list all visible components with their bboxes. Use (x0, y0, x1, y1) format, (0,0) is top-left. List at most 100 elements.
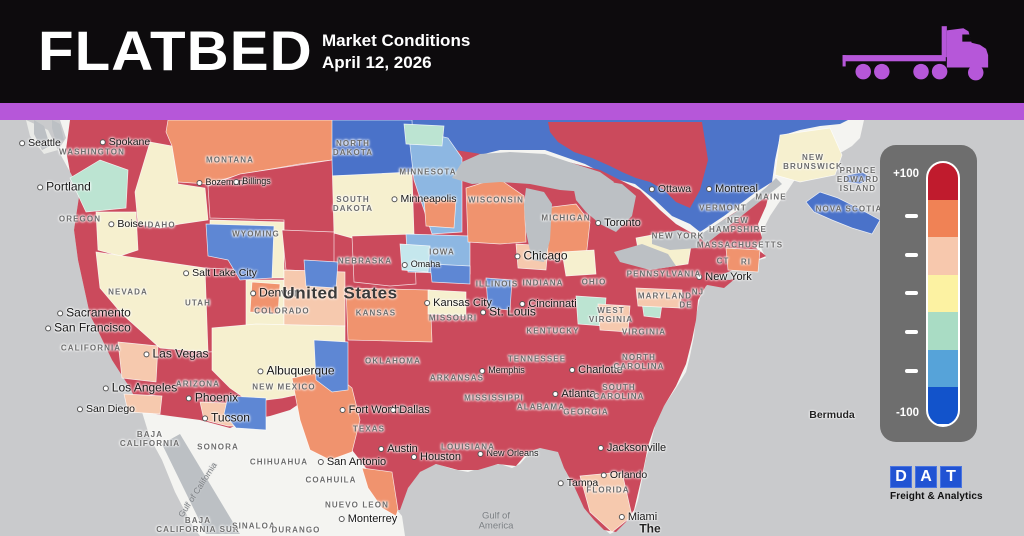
map-label-memphis: Memphis (479, 365, 525, 376)
map-label-louisiana: LOUISIANA (441, 442, 495, 452)
map-label-vermont: VERMONT (699, 203, 747, 213)
map-label-kansas: KANSAS (355, 308, 397, 318)
map-label-denver: Denver (250, 286, 298, 299)
map-label-san-antonio: San Antonio (317, 456, 386, 468)
map-label-ottawa: Ottawa (648, 184, 691, 196)
legend-scale-markers: +100 -100 (888, 168, 926, 420)
map-label-gulf-of-california: Gulf of California (176, 460, 219, 519)
map-label-albuquerque: Albuquerque (257, 364, 335, 377)
map-label-oregon: OREGON (58, 214, 102, 224)
map-label-mississippi: MISSISSIPPI (464, 393, 524, 403)
legend-tick-dash-4 (905, 330, 918, 335)
map-label-seattle: Seattle (19, 138, 61, 150)
map-label-north-dakota: NORTH DAKOTA (332, 139, 374, 157)
map-label-montreal: Montreal (706, 183, 758, 195)
map-label-tampa: Tampa (557, 478, 598, 490)
map-label-kentucky: KENTUCKY (526, 326, 580, 336)
lakes-and-water (34, 120, 782, 534)
map-label-nevada: NEVADA (108, 287, 148, 297)
map-label-new-brunswick: NEW BRUNSWICK (783, 153, 843, 171)
map-labels-layer: Seattle Spokane Portland Boise Bozeman Billin… (0, 120, 1024, 536)
legend-color-segment-4 (928, 312, 958, 350)
map-label-california: CALIFORNIA (60, 343, 122, 353)
legend-color-segment-1 (928, 199, 958, 238)
map-label-monterrey: Monterrey (338, 513, 397, 525)
map-label-omaha: Omaha (401, 259, 440, 270)
map-label-sacramento: Sacramento (57, 306, 131, 319)
map-label-new-hampshire: NEW HAMPSHIRE (709, 216, 767, 234)
map-label-montana: MONTANA (206, 155, 254, 165)
map-label-fort-worth: Fort Worth (339, 404, 400, 416)
map-label-north-carolina: NORTH CAROLINA (613, 353, 665, 371)
legend-color-segment-5 (928, 349, 958, 388)
map-label-minneapolis: Minneapolis (391, 194, 457, 206)
map-label-nj: NJ (691, 287, 705, 297)
map-label-dallas: Dallas (390, 404, 430, 416)
legend-color-segment-6 (928, 387, 958, 425)
legend-color-segment-2 (928, 237, 958, 275)
map-label-florida: FLORIDA (586, 485, 630, 495)
dat-letter-d: D (890, 466, 912, 488)
map-label-baja-california-sur: BAJA CALIFORNIA SUR (156, 516, 240, 534)
legend-color-segment-3 (928, 274, 958, 313)
legend-color-segment-0 (928, 162, 958, 200)
map-label-de: DE (679, 300, 693, 310)
map-label-san-diego: San Diego (76, 404, 135, 416)
map-label-cincinnati: Cincinnati (519, 298, 577, 310)
legend-label-100: -100 (895, 407, 919, 420)
map-label-bermuda: Bermuda (809, 409, 855, 422)
map-label-south-dakota: SOUTH DAKOTA (332, 195, 374, 213)
map-label-missouri: MISSOURI (428, 313, 478, 323)
map-label-spokane: Spokane (99, 137, 150, 149)
map-label-ri: RI (740, 257, 752, 267)
map-label-alabama: ALABAMA (516, 402, 566, 412)
map-label-portland: Portland (37, 180, 91, 193)
map-label-maryland: MARYLAND (637, 291, 693, 301)
legend-tick-dash-3 (905, 291, 918, 296)
map-label-pennsylvania: PENNSYLVANIA (626, 269, 702, 279)
market-conditions-map: Seattle Spokane Portland Boise Bozeman Billin… (0, 120, 1024, 536)
subtitle-date: April 12, 2026 (322, 53, 432, 72)
legend-tick-dash-2 (905, 252, 918, 257)
map-label-coahuila: COAHUILA (305, 475, 357, 485)
map-label-orlando: Orlando (600, 470, 647, 482)
map-label-las-vegas: Las Vegas (143, 347, 209, 360)
canada-regions (330, 120, 881, 235)
map-label-jacksonville: Jacksonville (597, 442, 666, 454)
map-label-united-states: United States (282, 283, 398, 303)
map-label-utah: UTAH (184, 298, 212, 308)
map-label-colorado: COLORADO (254, 306, 310, 316)
map-label-new-york: NEW YORK (651, 231, 705, 241)
flatbed-truck-icon (842, 26, 989, 81)
map-label-austin: Austin (378, 443, 418, 455)
map-label-wyoming: WYOMING (232, 229, 280, 239)
map-label-new-york: New York (696, 271, 752, 283)
map-label-salt-lake-city: Salt Lake City (183, 268, 257, 280)
legend-tick-dash-5 (905, 368, 918, 373)
map-label-durango: DURANGO (271, 525, 321, 535)
map-label-gulf-of-america: Gulf of America (478, 510, 514, 532)
map-label-boise: Boise (108, 219, 144, 231)
map-label-the: The (639, 521, 661, 536)
legend-panel: +100 -100 (880, 145, 977, 442)
legend-tick-dash-1 (905, 214, 918, 219)
map-label-bozeman: Bozeman (196, 177, 244, 188)
map-label-michigan: MICHIGAN (541, 213, 591, 223)
map-label-ct: CT (716, 256, 730, 266)
legend-label-100: +100 (893, 167, 919, 180)
map-label-minnesota: MINNESOTA (399, 167, 457, 177)
map-label-ohio: OHIO (581, 277, 607, 287)
map-label-tucson: Tucson (202, 411, 250, 424)
dat-letter-t: T (940, 466, 962, 488)
map-label-nuevo-leon: NUEVO LEON (325, 500, 389, 510)
map-label-illinois: ILLINOIS (475, 279, 519, 289)
map-label-wisconsin: WISCONSIN (467, 195, 525, 205)
map-label-san-francisco: San Francisco (45, 321, 131, 334)
map-label-st-louis: St. Louis (480, 305, 536, 318)
map-label-south-carolina: SOUTH CAROLINA (593, 383, 645, 401)
map-label-massachusetts: MASSACHUSETTS (696, 240, 784, 250)
map-label-sinaloa: SINALOA (232, 521, 276, 531)
